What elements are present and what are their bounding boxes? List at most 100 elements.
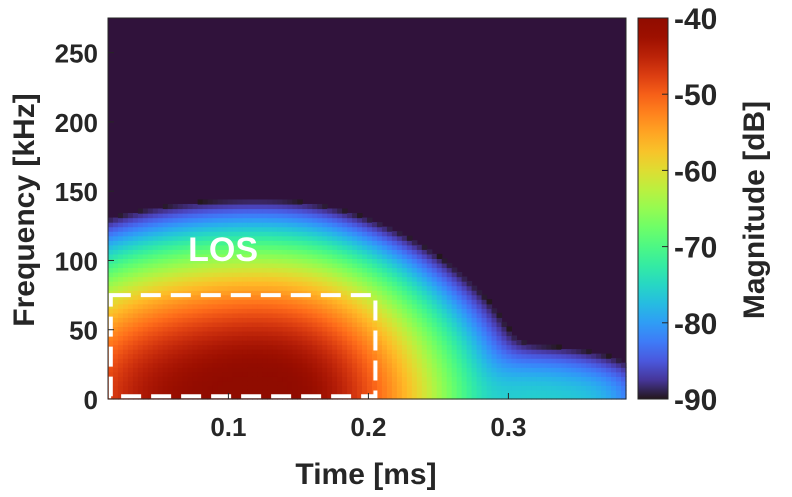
heatmap-cell — [337, 340, 343, 346]
heatmap-cell — [347, 294, 353, 300]
heatmap-cell — [302, 358, 308, 364]
heatmap-cell — [167, 312, 174, 318]
heatmap-cell — [127, 249, 134, 255]
heatmap-cell — [611, 385, 617, 391]
heatmap-cell — [352, 308, 358, 314]
heatmap-cell — [287, 208, 293, 214]
heatmap-cell — [401, 344, 408, 350]
heatmap-cell — [531, 380, 537, 386]
heatmap-cell — [396, 317, 403, 323]
heatmap-cell — [531, 394, 537, 400]
heatmap-cell — [142, 308, 149, 314]
heatmap-cell — [307, 303, 313, 309]
heatmap-cell — [411, 258, 418, 264]
heatmap-cell — [406, 294, 413, 300]
heatmap-cell — [157, 226, 164, 232]
heatmap-cell — [212, 389, 219, 396]
heatmap-cell — [187, 222, 194, 228]
heatmap-cell — [297, 217, 303, 223]
heatmap-cell — [172, 231, 179, 237]
heatmap-cell — [421, 362, 428, 368]
heatmap-cell — [112, 290, 119, 296]
heatmap-cell — [122, 267, 129, 273]
heatmap-cell — [177, 217, 184, 223]
heatmap-cell — [521, 362, 527, 368]
heatmap-cell — [212, 335, 219, 341]
heatmap-cell — [112, 335, 119, 341]
heatmap-cell — [182, 262, 189, 269]
heatmap-cell — [172, 262, 179, 269]
heatmap-cell — [292, 312, 298, 318]
heatmap-cell — [317, 376, 323, 382]
heatmap-cell — [352, 290, 358, 296]
heatmap-cell — [112, 344, 119, 350]
heatmap-cell — [147, 285, 154, 291]
heatmap-cell — [222, 294, 229, 300]
heatmap-cell — [157, 249, 164, 255]
heatmap-cell — [197, 376, 204, 382]
heatmap-cell — [202, 362, 209, 368]
heatmap-cell — [152, 349, 159, 355]
heatmap-cell — [406, 290, 413, 296]
heatmap-cell — [272, 321, 278, 328]
heatmap-cell — [132, 330, 139, 337]
heatmap-cell — [277, 303, 283, 309]
heatmap-cell — [461, 353, 468, 359]
heatmap-cell — [252, 244, 259, 250]
heatmap-cell — [486, 321, 493, 328]
heatmap-cell — [167, 321, 174, 328]
heatmap-cell — [237, 244, 244, 250]
heatmap-cell — [257, 353, 263, 359]
heatmap-cell — [491, 353, 498, 359]
heatmap-cell — [202, 376, 209, 382]
heatmap-cell — [277, 249, 283, 255]
heatmap-cell — [237, 371, 244, 377]
heatmap-cell — [147, 312, 154, 318]
heatmap-cell — [297, 222, 303, 228]
heatmap-cell — [227, 299, 234, 305]
heatmap-cell — [367, 335, 373, 341]
heatmap-cell — [277, 226, 283, 232]
heatmap-cell — [521, 340, 527, 346]
heatmap-cell — [332, 217, 338, 223]
heatmap-cell — [232, 222, 239, 228]
heatmap-cell — [172, 371, 179, 377]
heatmap-cell — [556, 353, 562, 359]
heatmap-cell — [347, 231, 353, 237]
heatmap-cell — [297, 385, 303, 391]
heatmap-cell — [506, 367, 513, 373]
heatmap-cell — [456, 340, 463, 346]
heatmap-cell — [142, 272, 149, 278]
heatmap-cell — [396, 358, 403, 364]
heatmap-cell — [332, 358, 338, 364]
heatmap-cell — [267, 344, 273, 350]
heatmap-cell — [287, 267, 293, 273]
heatmap-cell — [601, 367, 607, 373]
heatmap-cell — [142, 299, 149, 305]
heatmap-cell — [396, 240, 403, 246]
heatmap-cell — [262, 344, 268, 350]
heatmap-cell — [317, 312, 323, 318]
heatmap-cell — [262, 394, 268, 400]
heatmap-cell — [117, 353, 124, 359]
heatmap-cell — [317, 303, 323, 309]
heatmap-cell — [252, 335, 259, 341]
heatmap-cell — [172, 253, 179, 259]
heatmap-cell — [391, 335, 398, 341]
heatmap-cell — [571, 367, 577, 373]
heatmap-cell — [137, 344, 144, 350]
heatmap-cell — [426, 394, 433, 400]
heatmap-cell — [287, 272, 293, 278]
heatmap-cell — [456, 312, 463, 318]
heatmap-cell — [406, 276, 413, 282]
heatmap-cell — [322, 217, 328, 223]
heatmap-cell — [307, 262, 313, 269]
heatmap-cell — [391, 362, 398, 368]
heatmap-cell — [396, 344, 403, 350]
heatmap-cell — [516, 367, 522, 373]
heatmap-cell — [496, 367, 503, 373]
heatmap-cell — [421, 294, 428, 300]
heatmap-cell — [312, 371, 318, 377]
heatmap-cell — [192, 330, 199, 337]
heatmap-cell — [576, 380, 582, 386]
